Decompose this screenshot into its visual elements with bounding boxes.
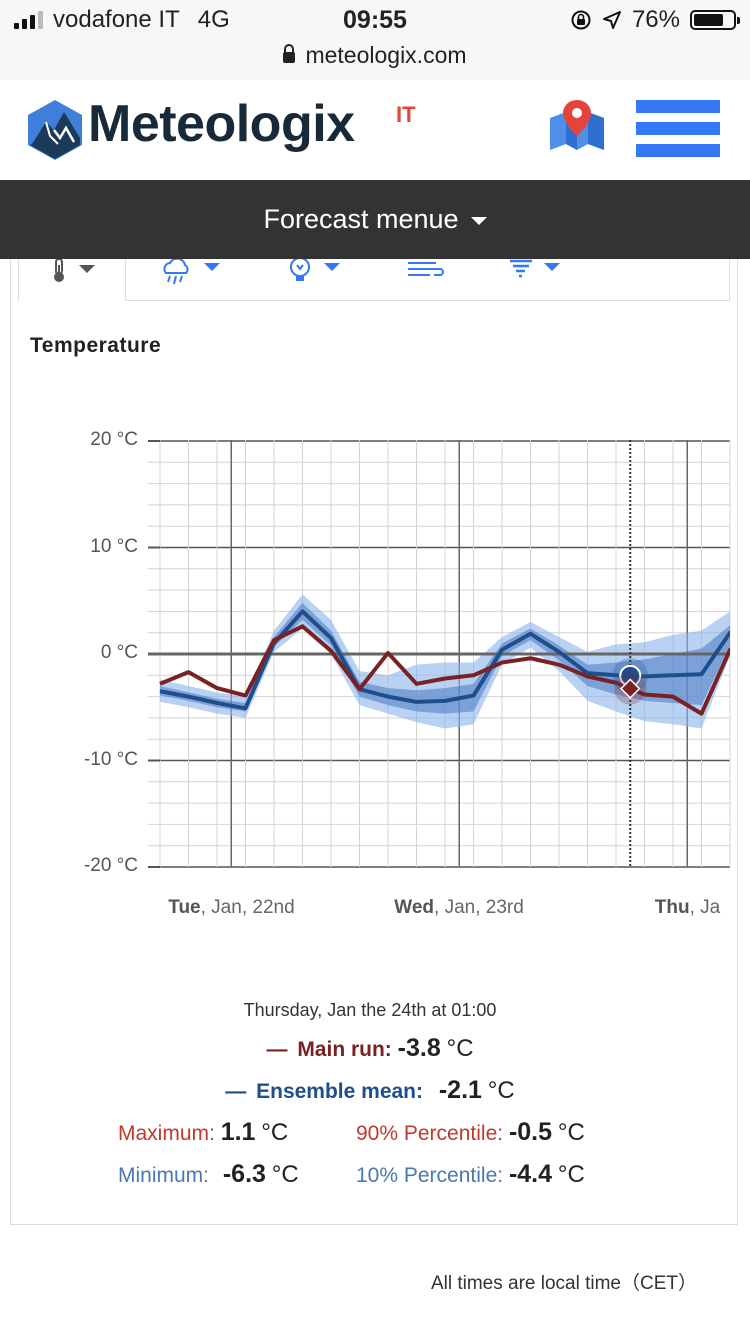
- minimum-value: -6.3: [222, 1160, 266, 1188]
- y-tick-label: -10 °C: [83, 748, 138, 770]
- battery-percent: 76%: [631, 6, 680, 33]
- tab-sunshine[interactable]: [286, 259, 376, 301]
- maximum-row: Maximum: 1.1 °C: [118, 1118, 288, 1147]
- y-tick-label: -20 °C: [83, 855, 138, 876]
- minimum-row: Minimum: -6.3 °C: [118, 1160, 299, 1189]
- forecast-menu-label: Forecast menue: [263, 204, 459, 234]
- minimum-unit: °C: [271, 1161, 299, 1188]
- maximum-label: Maximum:: [118, 1122, 215, 1145]
- site-header: Meteologix IT: [0, 80, 750, 180]
- tab-border-right: [729, 259, 730, 301]
- y-tick-label: 0 °C: [100, 642, 138, 663]
- main-run-marker: [619, 678, 641, 699]
- p10-label: 10% Percentile:: [356, 1164, 504, 1187]
- url-bar[interactable]: meteologix.com: [0, 40, 750, 81]
- x-tick-label: Wed, Jan, 23rd: [394, 897, 524, 918]
- rotation-lock-icon: [571, 10, 591, 30]
- minimum-label: Minimum:: [118, 1164, 210, 1187]
- p90-value: -0.5: [508, 1118, 553, 1146]
- meteologix-logo-icon[interactable]: [24, 98, 86, 162]
- brand-name[interactable]: Meteologix: [88, 95, 355, 153]
- carrier-name: vodafone IT: [53, 6, 180, 33]
- selected-datetime: Thursday, Jan the 24th at 01:00: [243, 1000, 497, 1020]
- ensemble-dash: —: [225, 1080, 247, 1103]
- ensemble-mean-line: [159, 609, 730, 711]
- status-right: 76%: [570, 6, 740, 34]
- p10-unit: °C: [557, 1161, 585, 1188]
- p90-row: 90% Percentile: -0.5 °C: [356, 1118, 585, 1147]
- maximum-value: 1.1: [220, 1118, 256, 1146]
- tab-precipitation[interactable]: [158, 259, 248, 301]
- lightbulb-icon: [290, 259, 340, 281]
- p90-unit: °C: [557, 1119, 585, 1146]
- wind-icon: [408, 262, 444, 276]
- section-title: Temperature: [30, 334, 162, 357]
- location-arrow-icon: [602, 11, 621, 29]
- y-tick-label: 10 °C: [90, 535, 138, 557]
- signal-icon: [14, 11, 43, 29]
- p10-value: -4.4: [508, 1160, 553, 1188]
- main-run-line: [159, 624, 730, 716]
- battery-icon: [690, 10, 740, 30]
- ensemble-row: — Ensemble mean: -2.1 °C: [0, 1076, 740, 1105]
- temperature-chart[interactable]: [0, 0, 750, 960]
- hamburger-icon[interactable]: [636, 100, 720, 158]
- percentile-band: [160, 602, 730, 714]
- clock: 09:55: [343, 6, 407, 34]
- ensemble-value: -2.1: [438, 1076, 482, 1104]
- ensemble-unit: °C: [487, 1077, 515, 1104]
- caret-down-icon: [470, 216, 487, 225]
- tab-wind[interactable]: [406, 259, 466, 301]
- x-tick-label: Tue, Jan, 22nd: [168, 897, 295, 918]
- main-run-unit: °C: [446, 1035, 474, 1062]
- forecast-card: [10, 259, 738, 1225]
- lock-icon: [283, 44, 296, 63]
- ensemble-label: Ensemble mean:: [256, 1080, 424, 1103]
- tab-border: [125, 300, 730, 301]
- url-text: meteologix.com: [305, 42, 467, 68]
- main-run-dash: —: [266, 1038, 288, 1061]
- forecast-menu-button[interactable]: Forecast menue: [0, 180, 750, 259]
- timezone-note: All times are local time（CET）: [430, 1273, 697, 1294]
- maximum-unit: °C: [261, 1119, 289, 1146]
- x-tick-label: Thu, Ja: [654, 897, 721, 918]
- main-run-row: — Main run: -3.8 °C: [0, 1034, 740, 1063]
- map-pin-icon[interactable]: [548, 98, 606, 152]
- status-bar: vodafone IT 4G 09:55 76%: [0, 0, 750, 40]
- region-badge: IT: [396, 102, 416, 127]
- forecast-tabs: [18, 259, 730, 301]
- main-run-label: Main run:: [297, 1038, 392, 1061]
- tab-temperature[interactable]: [18, 259, 126, 301]
- status-left: vodafone IT 4G: [14, 6, 230, 34]
- thermometer-icon: [54, 259, 95, 282]
- p90-label: 90% Percentile:: [356, 1122, 504, 1145]
- tornado-icon: [510, 259, 560, 278]
- tab-storms[interactable]: [508, 259, 578, 301]
- y-tick-label: 20 °C: [90, 429, 138, 450]
- p10-row: 10% Percentile: -4.4 °C: [356, 1160, 585, 1189]
- main-run-value: -3.8: [397, 1034, 441, 1062]
- rain-cloud-icon: [163, 259, 220, 285]
- network-type: 4G: [197, 6, 230, 33]
